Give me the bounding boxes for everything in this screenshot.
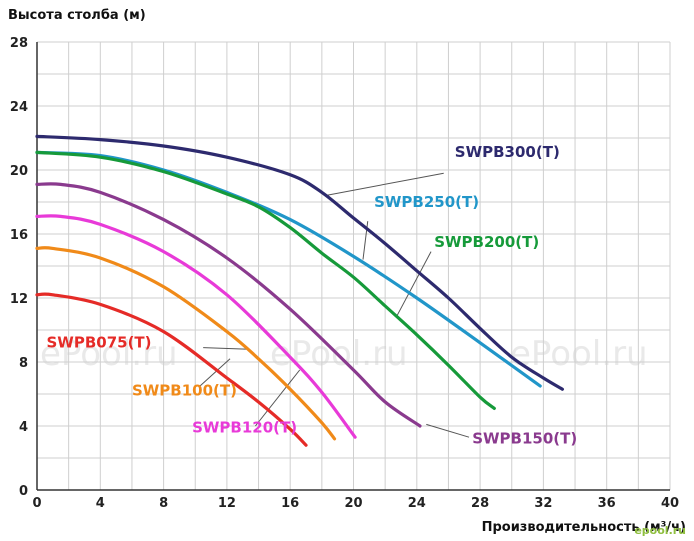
x-tick-label: 16: [281, 496, 299, 511]
watermark-text: ePool.ru: [510, 334, 648, 374]
x-tick-label: 0: [32, 496, 41, 511]
x-tick-label: 24: [408, 496, 426, 511]
y-tick-label: 8: [19, 356, 28, 371]
series-label: SWPB250(T): [374, 193, 479, 211]
x-axis-title: Производительность (м³/ч): [482, 520, 686, 535]
label-connector: [324, 172, 444, 197]
series-line: [35, 150, 542, 388]
x-tick-label: 36: [598, 496, 616, 511]
y-tick-label: 16: [10, 228, 28, 243]
y-tick-label: 0: [19, 484, 28, 499]
x-tick-label: 8: [159, 496, 168, 511]
axes: [36, 42, 670, 491]
series-label: SWPB200(T): [434, 233, 539, 251]
series-line: [35, 214, 357, 439]
y-tick-label: 28: [10, 36, 28, 51]
label-connectors: [199, 172, 470, 438]
series-label: SWPB075(T): [46, 334, 151, 352]
x-tick-label: 32: [534, 496, 552, 511]
series-labels: SWPB300(T) SWPB250(T) SWPB200(T) SWPB150(T)…: [46, 143, 577, 447]
y-tick-label: 4: [19, 420, 28, 435]
corner-watermark: epool.ru: [634, 524, 686, 537]
series-line: [35, 246, 337, 441]
y-tick-label: 24: [10, 100, 28, 115]
grid: [36, 41, 671, 491]
tick-labels: 0 4 8 12 16 20 24 28 32 36 40 0 4 8 12 16 20 24 28: [10, 36, 679, 511]
x-tick-label: 20: [344, 496, 362, 511]
watermark-text: ePool.ru: [40, 334, 178, 374]
series-line: [35, 292, 308, 447]
label-connector: [203, 347, 250, 350]
series-line: [35, 134, 564, 391]
label-connector: [254, 369, 301, 427]
y-tick-label: 20: [10, 164, 28, 179]
series-lines: [35, 134, 564, 447]
x-tick-label: 4: [96, 496, 105, 511]
series-line: [35, 182, 422, 428]
label-connector: [199, 358, 231, 387]
series-label: SWPB120(T): [192, 418, 297, 436]
series-label: SWPB150(T): [472, 430, 577, 448]
series-label: SWPB300(T): [455, 143, 560, 161]
y-tick-label: 12: [10, 292, 28, 307]
x-tick-label: 40: [661, 496, 679, 511]
series-line: [35, 150, 496, 410]
x-tick-label: 12: [218, 496, 236, 511]
y-axis-title: Высота столба (м): [8, 8, 146, 23]
label-connector: [426, 423, 470, 438]
label-connector: [395, 251, 432, 318]
series-label: SWPB100(T): [132, 382, 237, 400]
x-tick-label: 28: [471, 496, 489, 511]
